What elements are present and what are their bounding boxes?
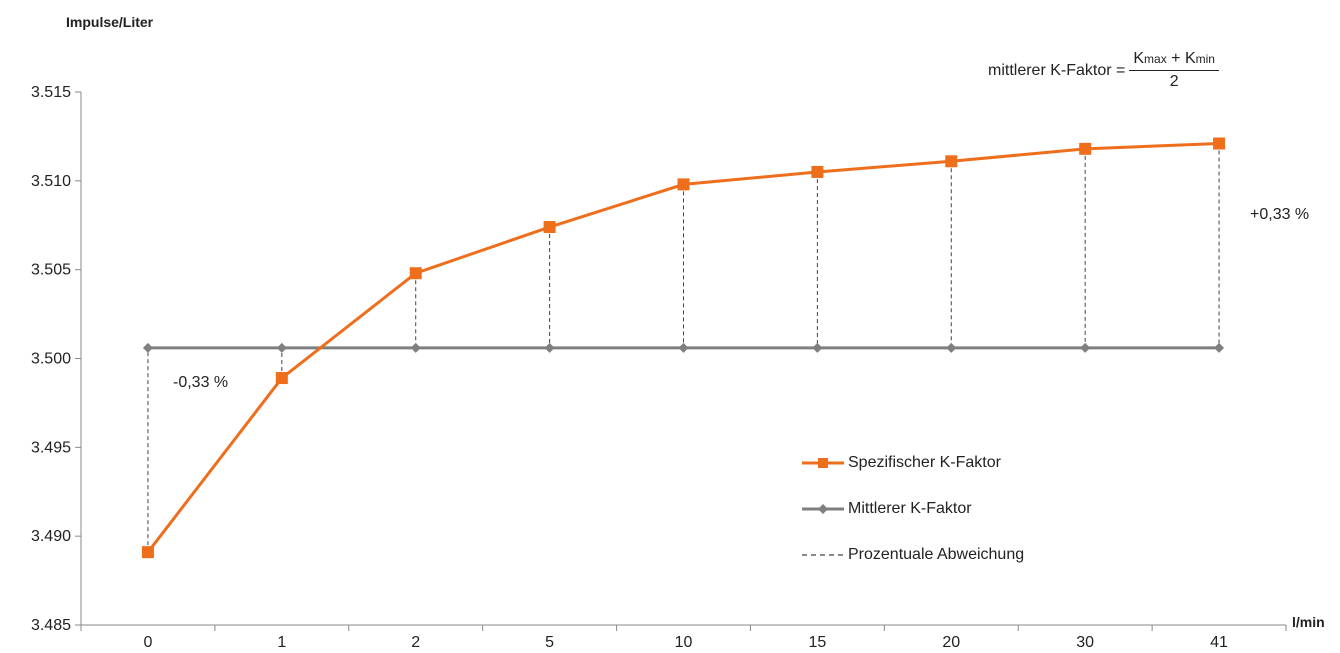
y-tick-label: 3.515: [31, 84, 71, 101]
annotation-plus: +0,33 %: [1250, 206, 1310, 223]
y-tick-label: 3.490: [31, 528, 71, 545]
specific-series-marker: [141, 546, 154, 559]
formula-numerator: Kmax + Kmin: [1129, 50, 1219, 71]
formula-kmin-sub: min: [1195, 52, 1215, 66]
formula-kmin-base: K: [1184, 50, 1196, 67]
x-tick-label: 20: [942, 634, 960, 651]
annotation-minus: -0,33 %: [173, 374, 229, 391]
formula-kmax-base: K: [1133, 50, 1145, 67]
mean-series-marker: [1080, 342, 1091, 353]
specific-series-marker: [409, 267, 422, 280]
formula-kmax-sub: max: [1144, 52, 1167, 66]
mean-series-marker: [812, 342, 823, 353]
x-axis-label: l/min: [1292, 614, 1325, 630]
y-tick-label: 3.500: [31, 351, 71, 368]
legend-label-specific: Spezifischer K-Faktor: [848, 454, 1001, 471]
mean-series-marker: [1214, 342, 1225, 353]
x-tick-label: 2: [411, 634, 420, 651]
legend-swatch-specific: [802, 458, 844, 468]
y-tick-label: 3.485: [31, 617, 71, 634]
specific-series-marker: [1213, 137, 1226, 150]
formula-denominator: 2: [1169, 73, 1179, 90]
x-tick-label: 1: [277, 634, 286, 651]
x-tick-label: 15: [808, 634, 826, 651]
x-tick-label: 5: [545, 634, 554, 651]
legend-item-specific: Spezifischer K-Faktor: [800, 440, 1024, 486]
mean-series-marker: [276, 342, 287, 353]
specific-series-marker: [1079, 142, 1092, 155]
legend: Spezifischer K-Faktor Mittlerer K-Faktor…: [800, 440, 1024, 578]
x-tick-label: 30: [1076, 634, 1094, 651]
specific-series-marker: [275, 372, 288, 385]
specific-series-marker: [543, 221, 556, 234]
legend-swatch-mean: [802, 504, 844, 514]
formula-lhs: mittlerer K-Faktor =: [988, 61, 1126, 79]
mean-series-marker: [142, 342, 153, 353]
legend-swatch-deviation: [802, 554, 844, 556]
mean-series-marker: [678, 342, 689, 353]
mean-series-marker: [544, 342, 555, 353]
legend-item-deviation: Prozentuale Abweichung: [800, 532, 1024, 578]
legend-label-deviation: Prozentuale Abweichung: [848, 546, 1025, 563]
specific-series-marker: [811, 165, 824, 178]
x-tick-label: 10: [675, 634, 693, 651]
legend-item-mean: Mittlerer K-Faktor: [800, 486, 1024, 532]
formula-plus: +: [1171, 50, 1181, 67]
x-tick-label: 0: [143, 634, 152, 651]
formula-fraction: Kmax + Kmin 2: [1129, 50, 1219, 91]
y-tick-label: 3.505: [31, 262, 71, 279]
x-tick-label: 41: [1210, 634, 1228, 651]
k-factor-formula: mittlerer K-Faktor = Kmax + Kmin 2: [988, 50, 1219, 91]
y-tick-label: 3.510: [31, 173, 71, 190]
mean-series-marker: [946, 342, 957, 353]
specific-series-marker: [945, 155, 958, 168]
specific-series-marker: [677, 178, 690, 191]
legend-label-mean: Mittlerer K-Faktor: [848, 500, 972, 517]
y-axis-label: Impulse/Liter: [66, 14, 154, 30]
mean-series-marker: [410, 342, 421, 353]
y-tick-label: 3.495: [31, 439, 71, 456]
